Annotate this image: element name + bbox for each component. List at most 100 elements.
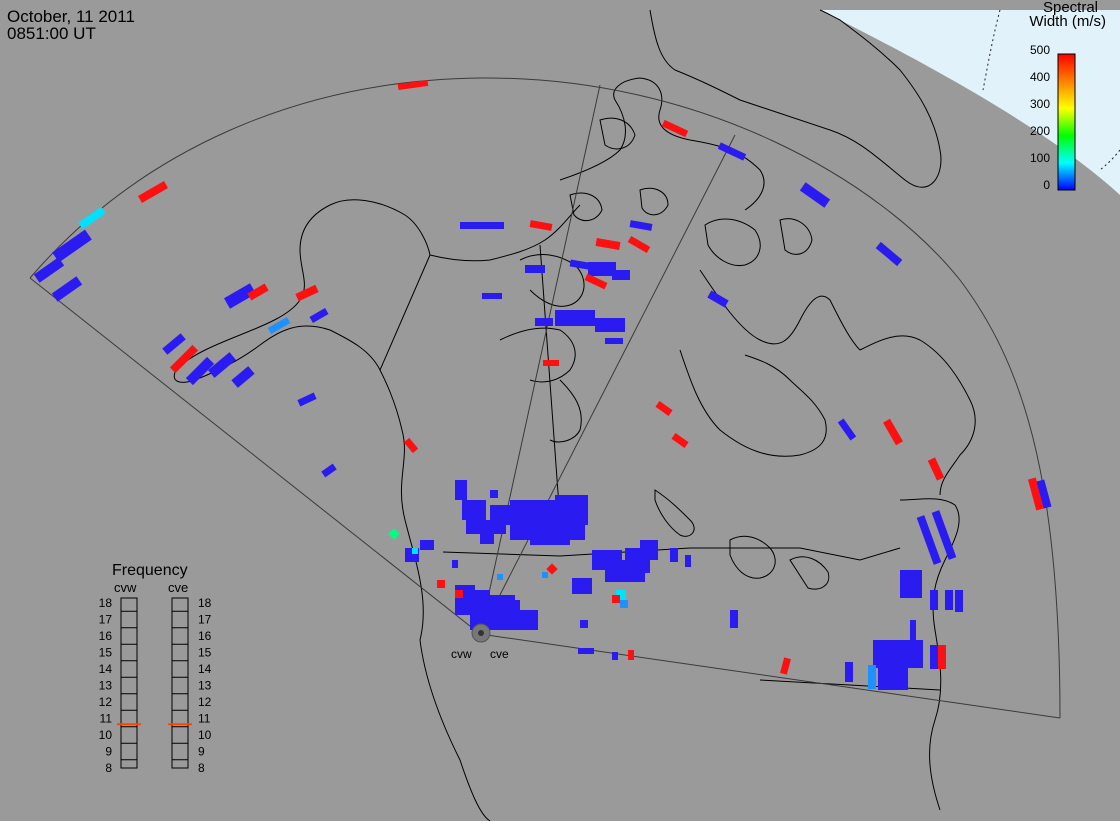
echo-cell	[616, 590, 626, 600]
echo-cell	[620, 600, 628, 608]
header-time: 0851:00 UT	[7, 24, 96, 43]
echo-cell	[388, 528, 400, 540]
echo-cell	[208, 352, 236, 378]
echo-cell	[717, 142, 747, 161]
echo-cell	[670, 548, 678, 562]
terminator-line	[982, 9, 1001, 91]
echo-cell	[570, 495, 588, 525]
echo-cell	[542, 572, 548, 578]
frequency-tick-label-left: 13	[99, 679, 113, 693]
frequency-tick-label-left: 8	[105, 761, 112, 775]
terminator-line-2	[1099, 149, 1120, 171]
echo-cell	[910, 620, 916, 640]
echo-cell	[1027, 477, 1045, 511]
echo-cell	[868, 665, 876, 689]
frequency-tick-label-left: 18	[99, 596, 113, 610]
colorbar-tick-label: 400	[1030, 70, 1050, 84]
echo-cell	[572, 578, 592, 594]
radar-site-center	[478, 630, 484, 636]
echo-cell	[455, 590, 463, 598]
echo-cell	[555, 310, 595, 326]
echo-cell	[900, 570, 922, 598]
echo-cell	[938, 645, 946, 669]
echo-cell	[612, 595, 620, 603]
echo-cell	[578, 648, 594, 654]
colorbar-gradient	[1057, 53, 1076, 191]
colorbar-title-line1: Spectral	[1042, 0, 1098, 16]
echo-cell	[930, 590, 938, 610]
echo-cell	[497, 574, 503, 580]
frequency-tick-label-left: 17	[99, 613, 113, 627]
colorbar-ticks: 500 400 300 200 100 0	[1030, 43, 1050, 192]
echo-cell	[185, 356, 215, 386]
echo-cell	[945, 590, 953, 610]
frequency-tick-label-right: 14	[198, 662, 212, 676]
echo-cell	[780, 657, 791, 675]
echo-cell	[529, 220, 553, 231]
echo-cell	[845, 662, 853, 682]
echo-cell	[403, 437, 419, 454]
colorbar-title-line2: Width (m/s)	[1029, 13, 1106, 30]
frequency-tick-label-right: 16	[198, 629, 212, 643]
field-of-view	[29, 77, 1061, 719]
frequency-ticks: 18 18 17 17 16 16 15 15 14 14 13 13 12 12 11 11 10 10 9 9 8 8	[99, 596, 212, 775]
colorbar-tick-label: 200	[1030, 124, 1050, 138]
echo-cell	[247, 283, 269, 301]
echo-cell	[875, 241, 903, 267]
frequency-tick-label-right: 18	[198, 596, 212, 610]
echo-cell	[452, 560, 458, 568]
echo-cell	[955, 590, 963, 612]
radar-label-cvw: cvw	[451, 647, 472, 661]
echo-cell	[584, 273, 608, 290]
echo-cell	[707, 290, 729, 308]
frequency-tick-label-right: 17	[198, 613, 212, 627]
sunlit-region	[820, 10, 1120, 195]
echo-cell	[169, 344, 199, 374]
frequency-tick-label-left: 16	[99, 629, 113, 643]
frequency-tick-label-right: 15	[198, 646, 212, 660]
echo-cell	[627, 235, 651, 254]
echo-cell	[33, 257, 65, 283]
echo-cell	[595, 237, 621, 251]
echo-cell	[462, 500, 486, 520]
radar-label-cve: cve	[490, 647, 509, 661]
echo-cell	[730, 610, 738, 628]
echo-cell	[629, 220, 653, 231]
colorbar-tick-label: 300	[1030, 97, 1050, 111]
echo-cell	[437, 580, 445, 588]
echo-cell	[267, 316, 291, 335]
echo-cell	[799, 182, 831, 208]
frequency-bar-cve	[171, 597, 189, 769]
echo-cell	[930, 645, 938, 669]
echo-cell	[535, 318, 553, 326]
frequency-tick-label-right: 12	[198, 695, 212, 709]
frequency-title: Frequency	[112, 562, 188, 579]
echo-cell	[162, 333, 186, 355]
coastlines	[173, 9, 976, 821]
frequency-tick-label-right: 11	[198, 712, 211, 726]
colorbar-tick-label: 0	[1043, 178, 1050, 192]
frequency-station-cve: cve	[168, 580, 188, 595]
echo-cell	[685, 555, 691, 567]
frequency-tick-label-right: 9	[198, 745, 205, 759]
echo-cell	[78, 206, 106, 230]
echo-cell	[628, 650, 634, 660]
echo-cell	[661, 119, 689, 138]
echo-cell	[295, 284, 319, 302]
echo-cell	[655, 401, 673, 416]
echo-cell	[612, 652, 618, 660]
echo-cell	[480, 530, 494, 544]
echo-cell	[520, 610, 538, 630]
echo-cell	[460, 222, 504, 229]
echo-cell	[671, 433, 689, 448]
header-date: October, 11 2011	[7, 7, 135, 26]
echo-cell	[297, 392, 317, 407]
echo-cell	[1036, 479, 1052, 509]
echo-cell	[878, 660, 908, 690]
frequency-station-cvw: cvw	[114, 580, 137, 595]
frequency-tick-label-left: 11	[100, 712, 113, 726]
echo-cell	[138, 181, 168, 203]
echo-cell	[420, 540, 434, 550]
echo-cell	[543, 360, 559, 366]
boundaries	[379, 244, 941, 691]
